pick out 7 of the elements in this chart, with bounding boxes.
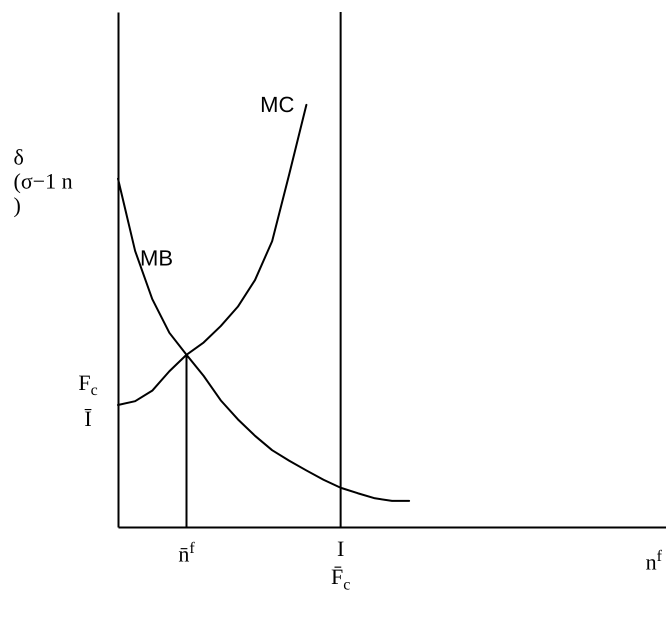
series-label: MC [260,92,294,117]
text: F$_{c}$ Ī [78,368,98,433]
y-axis-title: δ (σ−1 n ) [14,144,73,218]
x-tick-label: n̄$^{f}$ [178,539,195,568]
series-label: MB [140,246,173,271]
x-tick-label: I F̄$_{c}$ [330,535,350,596]
x-axis-title: n$^{f}$ [646,547,662,576]
